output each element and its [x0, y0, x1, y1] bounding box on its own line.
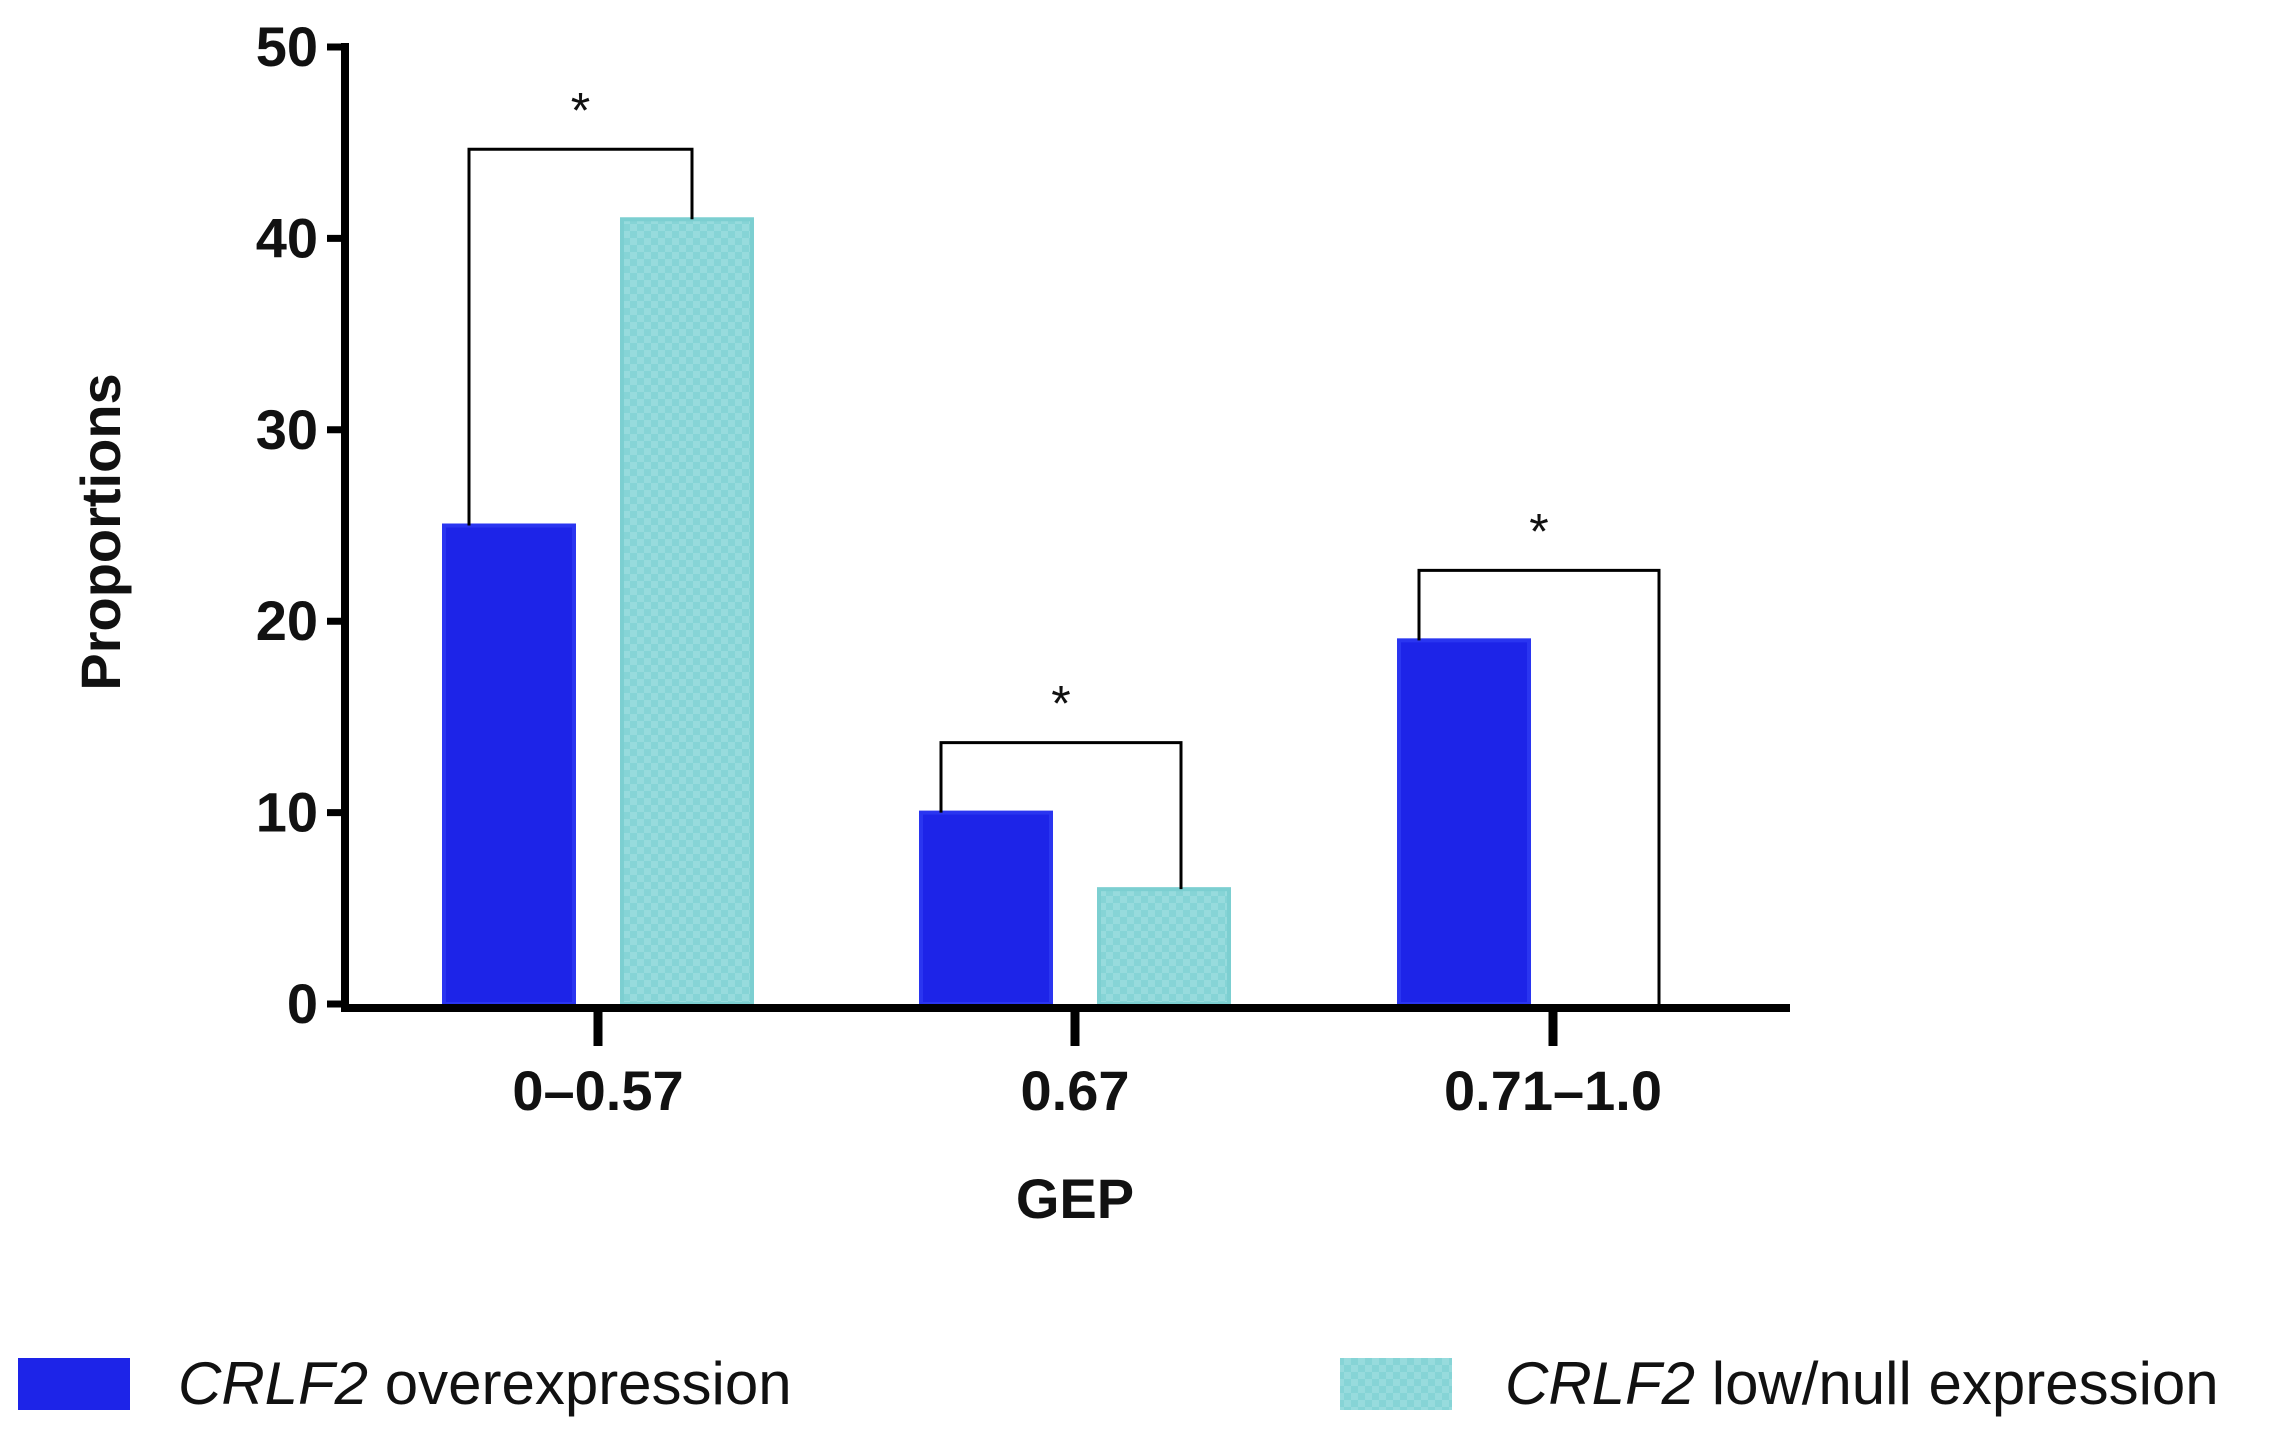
bar-overexpression-1 [919, 810, 1053, 1006]
significance-bracket [1417, 568, 1661, 1004]
y-tick-label: 0 [287, 972, 318, 1035]
legend-swatch-low-null [1340, 1358, 1452, 1410]
y-tick-label: 30 [256, 398, 318, 461]
bar-overexpression-2 [1397, 638, 1531, 1007]
y-tick-label: 40 [256, 206, 318, 269]
x-tick-label: 0–0.57 [512, 1059, 683, 1122]
y-tick-label: 50 [256, 15, 318, 78]
y-axis-title: Proportions [69, 373, 132, 690]
bar-low-null-1 [1097, 887, 1231, 1006]
legend-swatch-overexpression [18, 1358, 130, 1410]
x-tick-label: 0.71–1.0 [1444, 1059, 1662, 1122]
significance-star: * [1529, 503, 1548, 559]
x-axis-title: GEP [1016, 1167, 1134, 1230]
significance-star: * [571, 82, 590, 138]
legend-label-low-null: CRLF2 low/null expression [1505, 1350, 2219, 1417]
bar-overexpression-0 [442, 523, 576, 1006]
significance-bracket [467, 147, 694, 526]
bar-low-null-0 [620, 217, 754, 1006]
legend: CRLF2 overexpression CRLF2 low/null expr… [18, 1350, 2219, 1417]
legend-label-overexpression: CRLF2 overexpression [178, 1350, 792, 1417]
y-tick-label: 10 [256, 781, 318, 844]
y-tick-label: 20 [256, 589, 318, 652]
significance-bracket [939, 741, 1183, 890]
significance-star: * [1051, 676, 1070, 732]
x-tick-label: 0.67 [1021, 1059, 1130, 1122]
